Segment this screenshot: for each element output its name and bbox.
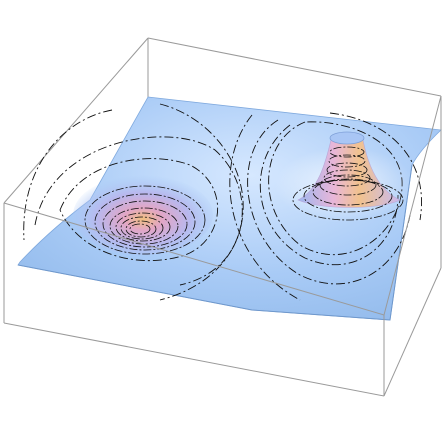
peak-cap: [330, 132, 364, 144]
well-depression: [73, 175, 213, 255]
